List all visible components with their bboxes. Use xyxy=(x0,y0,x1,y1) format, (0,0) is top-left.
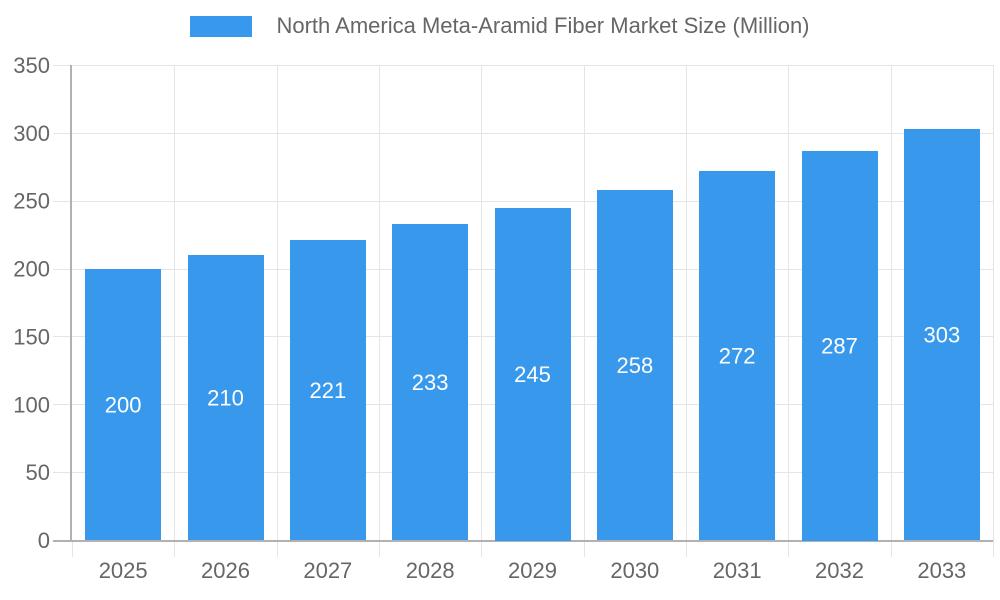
bar-value-label: 233 xyxy=(412,370,449,395)
y-tick-label: 200 xyxy=(13,257,50,282)
bar[interactable] xyxy=(597,190,673,540)
bar[interactable] xyxy=(188,255,264,540)
y-tick-label: 300 xyxy=(13,121,50,146)
y-tick-label: 50 xyxy=(26,460,50,485)
x-tick-label: 2031 xyxy=(713,558,762,583)
bar[interactable] xyxy=(85,269,161,540)
bar-value-label: 210 xyxy=(207,386,244,411)
x-tick-label: 2025 xyxy=(99,558,148,583)
x-tick-label: 2033 xyxy=(917,558,966,583)
x-tick-label: 2028 xyxy=(406,558,455,583)
y-tick-label: 350 xyxy=(13,53,50,78)
bar-value-label: 303 xyxy=(923,322,960,347)
bar-value-label: 221 xyxy=(309,378,346,403)
bar[interactable] xyxy=(904,129,980,540)
x-tick-label: 2026 xyxy=(201,558,250,583)
y-tick-label: 150 xyxy=(13,324,50,349)
x-tick-label: 2030 xyxy=(610,558,659,583)
bar-value-label: 245 xyxy=(514,362,551,387)
bar-value-label: 200 xyxy=(105,392,142,417)
bar[interactable] xyxy=(392,224,468,540)
legend[interactable]: North America Meta-Aramid Fiber Market S… xyxy=(0,0,1000,52)
bar[interactable] xyxy=(290,240,366,540)
legend-swatch[interactable] xyxy=(190,15,253,37)
y-tick-label: 100 xyxy=(13,392,50,417)
bar[interactable] xyxy=(495,208,571,541)
y-tick-label: 0 xyxy=(38,528,50,553)
x-tick-label: 2027 xyxy=(303,558,352,583)
bar-value-label: 258 xyxy=(616,353,653,378)
legend-label: North America Meta-Aramid Fiber Market S… xyxy=(276,13,810,38)
y-tick-label: 250 xyxy=(13,189,50,214)
bar[interactable] xyxy=(699,171,775,540)
bar-value-label: 272 xyxy=(719,343,756,368)
bar-value-label: 287 xyxy=(821,333,858,358)
x-tick-label: 2029 xyxy=(508,558,557,583)
bar[interactable] xyxy=(802,151,878,541)
x-tick-label: 2032 xyxy=(815,558,864,583)
